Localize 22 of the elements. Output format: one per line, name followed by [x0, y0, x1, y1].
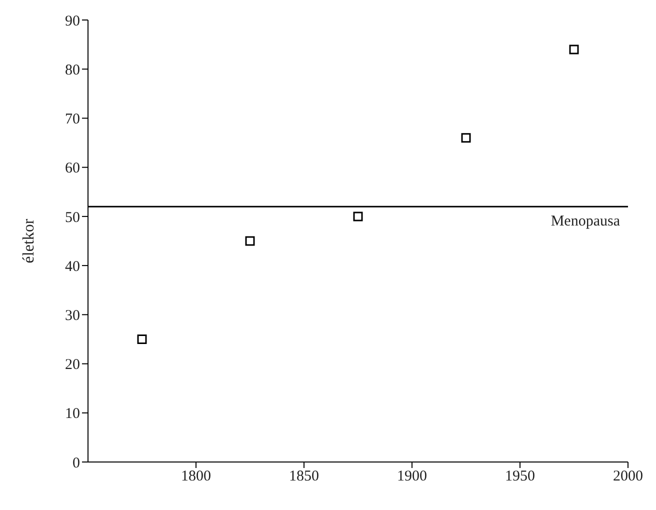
y-tick-label: 60: [65, 160, 80, 177]
y-tick-label: 40: [65, 258, 80, 275]
y-axis-title: életkor: [20, 218, 38, 264]
x-tick-label: 1900: [397, 468, 427, 485]
point: [461, 133, 471, 143]
ref-line-label: Menopausa: [550, 213, 620, 230]
point: [137, 334, 147, 344]
y-tick-label: 0: [72, 455, 80, 472]
y-tick-label: 10: [65, 406, 80, 422]
y-tick-label: 20: [65, 357, 80, 374]
y-tick-label: 30: [65, 308, 80, 324]
x-tick-label: 1800: [181, 468, 211, 485]
point: [353, 212, 363, 222]
y-tick-label: 70: [65, 112, 80, 128]
x-tick-label: 1950: [505, 468, 535, 485]
y-tick-label: 50: [65, 210, 80, 226]
y-tick-label: 90: [65, 13, 80, 30]
point: [569, 44, 579, 54]
x-tick-label: 1850: [289, 468, 319, 485]
x-tick-label: 2000: [613, 468, 643, 485]
point: [245, 236, 255, 246]
y-tick-label: 80: [65, 62, 80, 78]
